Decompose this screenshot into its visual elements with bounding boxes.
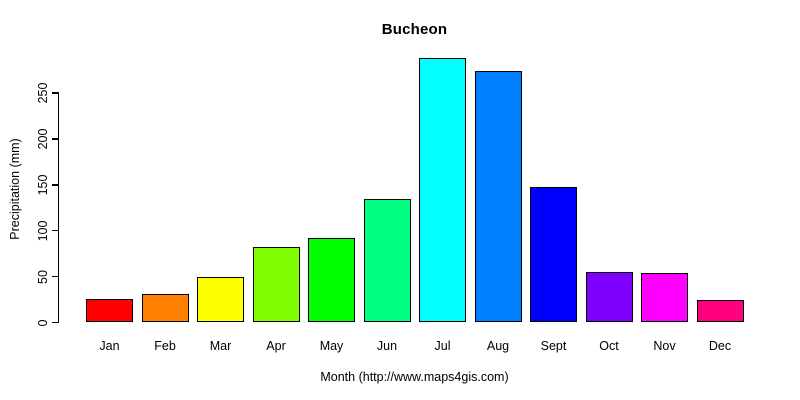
x-axis-label-oct: Oct — [599, 339, 619, 353]
x-axis-label-sept: Sept — [540, 339, 567, 353]
bar-aug — [474, 70, 522, 323]
x-axis-label-apr: Apr — [266, 339, 286, 353]
x-axis-label-jul: Jul — [434, 339, 451, 353]
x-axis-title: Month (http://www.maps4gis.com) — [320, 370, 509, 384]
x-axis-label-nov: Nov — [653, 339, 676, 353]
y-axis-line — [57, 93, 60, 323]
y-axis-tick-label: 50 — [36, 269, 50, 284]
y-axis-tick-label: 200 — [36, 128, 50, 150]
x-axis-label-jun: Jun — [376, 339, 398, 353]
x-axis-label-dec: Dec — [708, 339, 732, 353]
bar-jun — [363, 199, 411, 323]
bar-feb — [141, 294, 189, 323]
y-axis-title: Precipitation (mm) — [8, 138, 22, 240]
bar-mar — [197, 276, 244, 323]
y-axis-tick-label: 100 — [36, 220, 50, 242]
bar-apr — [252, 247, 300, 323]
bar-nov — [641, 272, 688, 323]
y-axis-tick-label: 0 — [36, 319, 50, 326]
bar-sept — [530, 186, 577, 323]
y-axis-tick — [51, 138, 59, 140]
y-axis-tick-label: 250 — [36, 82, 50, 104]
bar-may — [308, 238, 355, 323]
bar-jul — [419, 58, 466, 323]
bar-jan — [86, 298, 133, 323]
y-axis-tick — [51, 184, 59, 186]
chart-title: Bucheon — [381, 21, 448, 38]
x-axis-label-aug: Aug — [486, 339, 510, 353]
y-axis-tick — [51, 229, 59, 232]
y-axis-tick — [51, 275, 59, 278]
y-axis-tick — [51, 321, 59, 324]
x-axis-label-may: May — [319, 339, 344, 353]
bar-oct — [585, 272, 633, 323]
x-axis-label-jan: Jan — [99, 339, 120, 353]
bar-dec — [696, 299, 744, 323]
x-axis-label-mar: Mar — [209, 339, 232, 353]
y-axis-tick-label: 150 — [36, 174, 50, 196]
x-axis-label-feb: Feb — [154, 339, 176, 353]
y-axis-tick — [51, 92, 59, 94]
